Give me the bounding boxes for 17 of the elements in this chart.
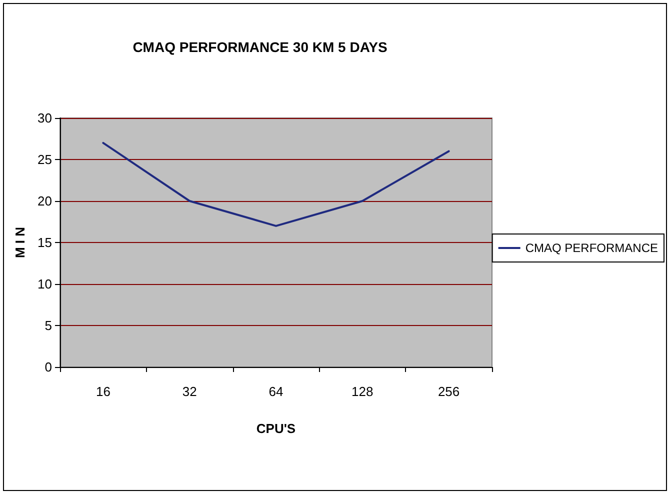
line-series (102, 142, 450, 227)
y-axis-title: M I N (12, 226, 28, 258)
y-tick-label: 10 (38, 276, 52, 292)
x-tick-label: 16 (96, 384, 110, 399)
x-tick-label: 128 (352, 384, 374, 399)
y-tick-label: 15 (38, 235, 52, 250)
y-tick-label: 5 (44, 318, 52, 333)
x-tick-label: 64 (268, 384, 284, 399)
legend-label: CMAQ PERFORMANCE (525, 241, 658, 255)
x-tick-label: 256 (438, 384, 460, 399)
chart-title: CMAQ PERFORMANCE 30 KM 5 DAYS (132, 39, 388, 55)
y-tick-label: 25 (38, 152, 52, 167)
x-axis-title: CPU'S (256, 421, 296, 436)
y-tick-label: 0 (44, 360, 52, 374)
y-tick-label: 30 (38, 110, 52, 126)
x-tick-label: 32 (182, 384, 197, 399)
y-tick-label: 20 (38, 194, 52, 208)
